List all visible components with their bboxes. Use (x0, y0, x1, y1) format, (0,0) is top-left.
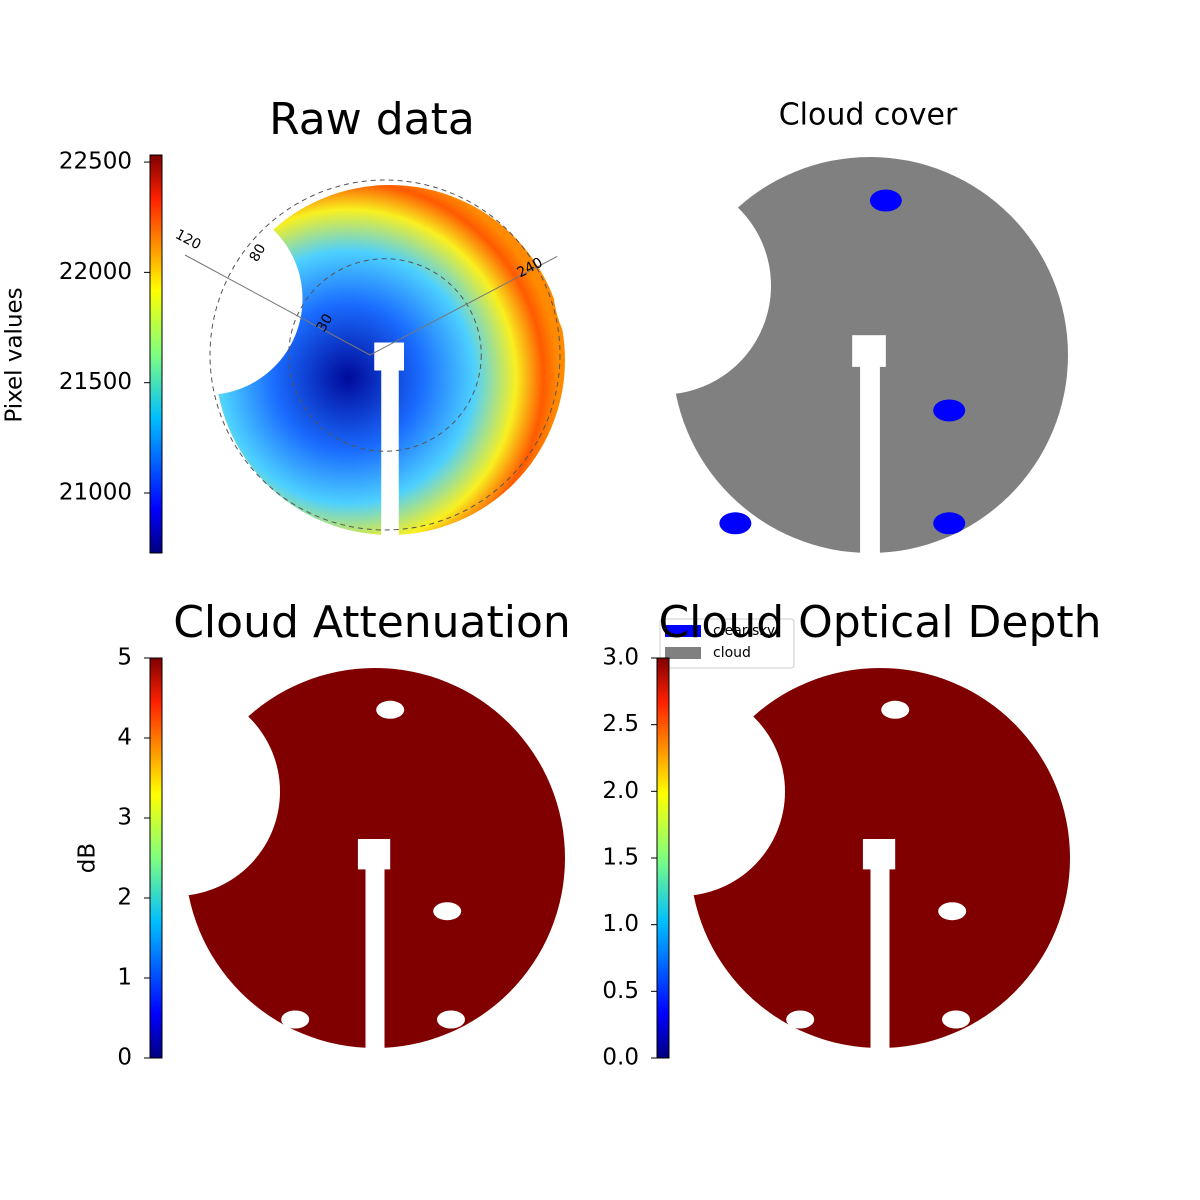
clear-sky-patch (942, 1010, 970, 1029)
legend-label: clear sky (713, 623, 775, 639)
tick-label: 22500 (59, 149, 132, 175)
polar-label: 80 (247, 241, 270, 264)
clear-sky-patch (719, 512, 752, 535)
clear-sky-patch (881, 700, 910, 719)
image-mask (110, 202, 303, 395)
colorbar-label: dB (75, 843, 101, 873)
tick-label: 3 (117, 805, 132, 831)
image-mask (576, 687, 785, 896)
polar-ring (209, 179, 561, 531)
tick-label: 1.0 (602, 911, 639, 937)
polar-label: 30 (314, 311, 337, 334)
clear-sky-patch (933, 399, 966, 422)
image-mask (852, 335, 886, 367)
tick-label: 1.5 (602, 845, 639, 871)
panel: Cloud Optical Depth 0.0 0.5 1.0 1.5 2.0 2.5 3.0 (576, 597, 1102, 1071)
panel-title: Cloud Attenuation (173, 597, 571, 648)
panel: Cloud cover (553, 98, 1068, 563)
panel-title: Raw data (269, 94, 475, 145)
image-mask (365, 867, 385, 1058)
legend: clear sky cloud (659, 618, 795, 669)
polar-spoke (184, 254, 371, 356)
tick-label: 0.5 (602, 978, 639, 1004)
tick-label: 0 (117, 1045, 132, 1071)
image-mask (553, 176, 771, 395)
tick-label: 21000 (59, 479, 132, 505)
image-mask (870, 867, 890, 1058)
image-mask (862, 839, 896, 870)
polar-ring (288, 258, 482, 452)
clear-sky-patch (933, 512, 966, 535)
colorbar-label: Pixel values (2, 287, 28, 422)
clear-sky-patch (281, 1010, 310, 1029)
legend-label: cloud (713, 645, 751, 661)
colorbar (149, 657, 163, 1059)
colorbar (149, 154, 163, 554)
image-mask (357, 839, 391, 870)
polar-spoke (369, 246, 576, 356)
clear-sky-patch (376, 700, 405, 719)
tick-label: 22000 (59, 259, 132, 285)
image-mask (381, 368, 399, 544)
panel: Cloud Attenuation 0 1 2 3 4 5 dB (71, 597, 571, 1071)
tick-label: 1 (117, 965, 132, 991)
clear-sky-patch (938, 902, 967, 921)
image-mask (374, 342, 404, 371)
clear-sky-patch (433, 902, 462, 921)
tick-label: 4 (117, 725, 132, 751)
tick-label: 3.0 (602, 645, 639, 671)
image-mask (860, 364, 880, 563)
tick-label: 2 (117, 885, 132, 911)
tick-label: 21500 (59, 369, 132, 395)
panel-title: Cloud cover (779, 98, 958, 133)
legend-swatch (665, 647, 701, 659)
tick-label: 2.0 (602, 778, 639, 804)
panel-title: Cloud Optical Depth (658, 597, 1101, 648)
tick-label: 0.0 (602, 1045, 639, 1071)
clear-sky-patch (437, 1010, 465, 1029)
image-mask (71, 687, 280, 896)
colorbar (656, 657, 670, 1059)
legend-swatch (665, 625, 701, 637)
clear-sky-patch (786, 1010, 815, 1029)
tick-label: 2.5 (602, 711, 639, 737)
tick-label: 5 (117, 645, 132, 671)
clear-sky-patch (869, 189, 902, 212)
